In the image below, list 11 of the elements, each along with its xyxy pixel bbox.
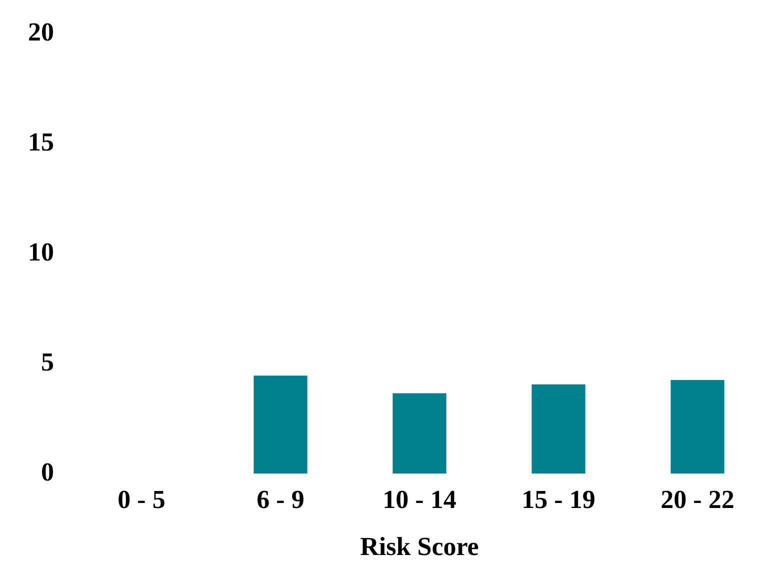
- x-tick-label: 6 - 9: [256, 484, 304, 514]
- y-tick-label: 20: [28, 17, 54, 46]
- x-tick-label: 15 - 19: [522, 484, 596, 514]
- x-tick-label: 0 - 5: [118, 484, 166, 514]
- y-tick-label: 5: [41, 347, 54, 376]
- x-tick-label: 10 - 14: [382, 484, 456, 514]
- y-tick-label: 10: [28, 237, 54, 266]
- y-tick-label: 0: [41, 457, 54, 486]
- x-tick-label: 20 - 22: [660, 484, 734, 514]
- y-tick-label: 15: [28, 127, 54, 156]
- x-axis-title: Risk Score: [360, 532, 479, 562]
